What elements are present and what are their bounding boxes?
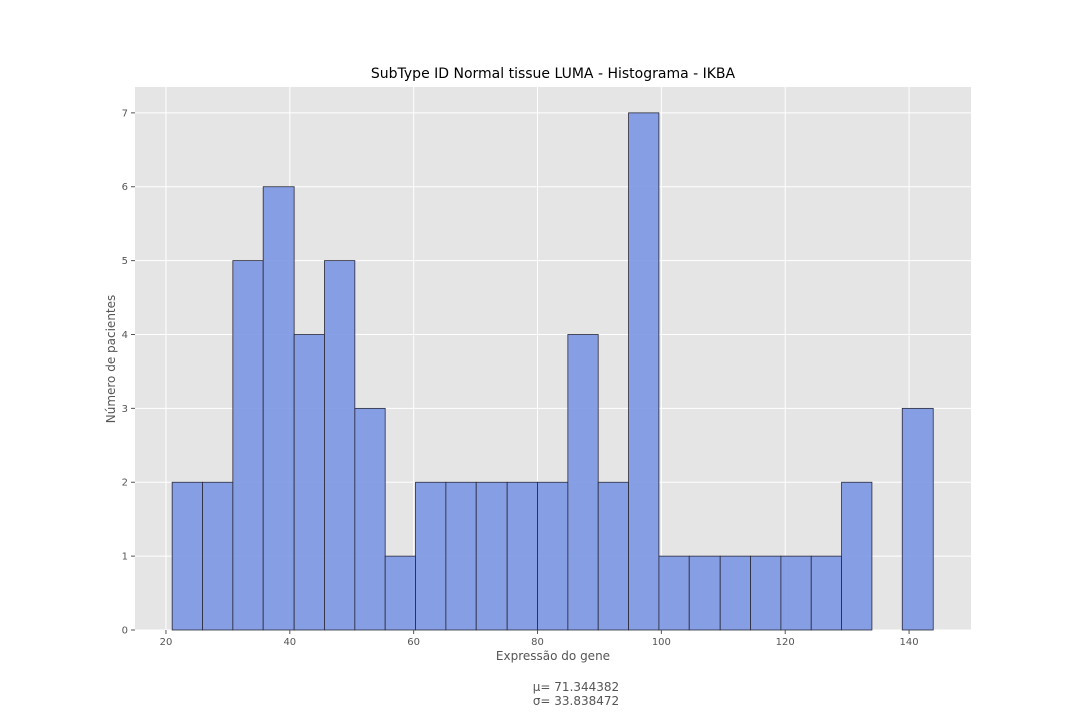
- histogram-bar: [445, 481, 477, 631]
- histogram-bars: [171, 112, 934, 631]
- histogram-bar: [293, 334, 325, 631]
- histogram-bar: [780, 555, 812, 631]
- histogram-bar: [415, 481, 447, 631]
- histogram-bar: [202, 481, 234, 631]
- mean-label: μ= 71.344382: [532, 680, 620, 694]
- stats-annotation: μ= 71.344382 σ= 33.838472: [476, 680, 676, 708]
- histogram-bar: [841, 481, 873, 631]
- histogram-bar: [658, 555, 690, 631]
- x-axis-ticks: 20 40 60 80 100 120 140: [160, 630, 919, 648]
- histogram-bar: [232, 260, 264, 631]
- histogram-bar: [628, 112, 660, 631]
- histogram-bar: [384, 555, 416, 631]
- histogram-bar: [324, 260, 356, 631]
- histogram-bar: [810, 555, 842, 631]
- y-axis-ticks: 0 1 2 3 4 5 6 7: [122, 108, 135, 637]
- x-tick-label: 120: [776, 637, 795, 648]
- x-tick-label: 140: [900, 637, 919, 648]
- histogram-bar: [262, 186, 295, 631]
- histogram-bar: [750, 555, 782, 631]
- x-tick-label: 60: [407, 637, 420, 648]
- y-tick-label: 1: [122, 552, 128, 563]
- x-tick-label: 40: [283, 637, 296, 648]
- y-tick-label: 5: [122, 256, 128, 267]
- histogram-bar: [719, 555, 751, 631]
- histogram-bar: [475, 481, 508, 631]
- x-tick-label: 80: [531, 637, 544, 648]
- y-axis-label: Número de pacientes: [104, 294, 118, 424]
- y-tick-label: 2: [122, 478, 128, 489]
- y-tick-label: 6: [122, 182, 128, 193]
- histogram-bar: [537, 481, 569, 631]
- histogram-bar: [171, 481, 203, 631]
- chart-title: SubType ID Normal tissue LUMA - Histogra…: [370, 66, 736, 82]
- histogram-bar: [901, 407, 934, 631]
- y-tick-label: 4: [122, 330, 128, 341]
- x-tick-label: 20: [160, 637, 173, 648]
- std-label: σ= 33.838472: [532, 694, 620, 708]
- x-axis-label: Expressão do gene: [495, 649, 611, 663]
- histogram-bar: [567, 334, 599, 631]
- y-tick-label: 7: [122, 108, 128, 119]
- histogram-bar: [597, 481, 629, 631]
- y-tick-label: 0: [122, 626, 128, 637]
- histogram-bar: [688, 555, 721, 631]
- histogram-bar: [506, 481, 538, 631]
- x-tick-label: 100: [652, 637, 671, 648]
- y-tick-label: 3: [122, 404, 128, 415]
- histogram-bar: [354, 407, 386, 631]
